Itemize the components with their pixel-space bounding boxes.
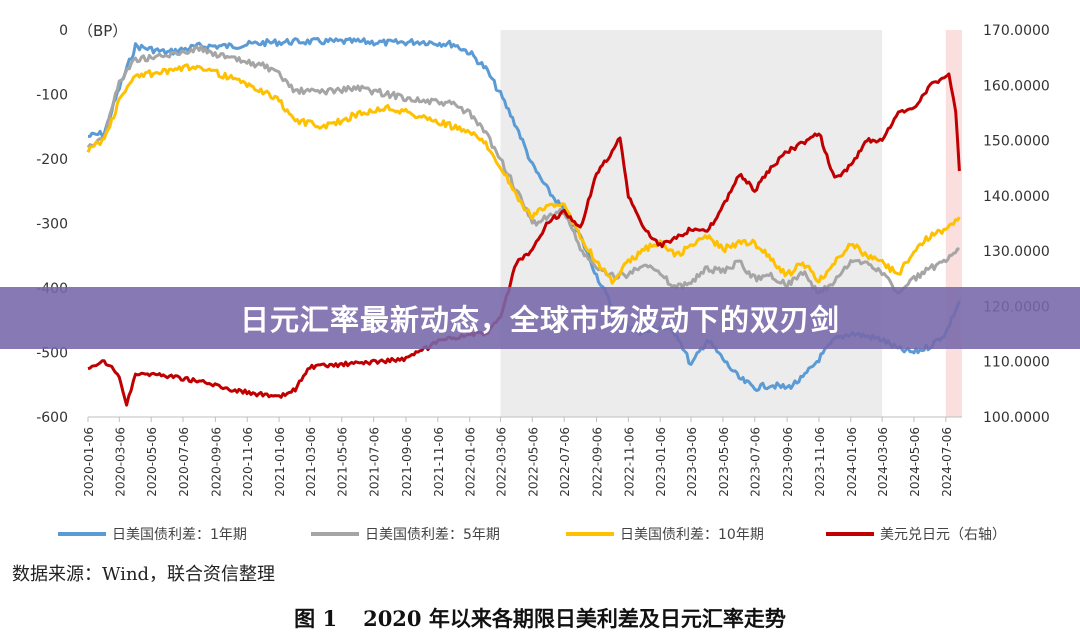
legend: 日美国债利差：1年期 日美国债利差：5年期 日美国债利差：10年期 美元兑日元（右轴） (58, 527, 1006, 543)
x-tick-label: 2022-11-06 (622, 427, 636, 497)
series-line (87, 72, 961, 407)
x-tick-label: 2021-07-06 (368, 427, 382, 497)
series-line (86, 63, 961, 285)
x-tick-label: 2023-11-06 (813, 427, 827, 497)
shaded-period (500, 30, 883, 417)
legend-label: 日美国债利差：1年期 (112, 527, 247, 543)
chart: （BP） 0-100-200-300-400-500-600 170.00001… (36, 22, 1050, 543)
x-tick-label: 2020-07-06 (177, 427, 191, 497)
right-tick-label: 100.0000 (983, 410, 1050, 426)
x-tick-label: 2023-01-06 (654, 427, 668, 497)
source-note: 数据来源：Wind，联合资信整理 (12, 564, 276, 585)
x-tick-label: 2020-11-06 (241, 427, 255, 497)
x-tick-label: 2022-05-06 (526, 427, 540, 497)
x-tick-label: 2023-03-06 (685, 427, 699, 497)
figure-number: 图 1 (294, 606, 338, 631)
x-tick-label: 2022-07-06 (558, 427, 572, 497)
right-tick-label: 160.0000 (983, 78, 1050, 94)
x-tick-label: 2021-05-06 (336, 427, 350, 497)
title-banner: 日元汇率最新动态，全球市场波动下的双刃剑 (0, 287, 1080, 349)
x-tick-label: 2023-09-06 (781, 427, 795, 497)
left-tick-label: 0 (59, 23, 68, 39)
right-tick-label: 110.0000 (983, 355, 1050, 371)
x-tick-label: 2020-01-06 (82, 427, 96, 497)
left-tick-label: -600 (36, 410, 68, 426)
x-tick-label: 2023-05-06 (717, 427, 731, 497)
x-tick-label: 2022-01-06 (464, 427, 478, 497)
left-tick-label: -200 (36, 152, 68, 168)
x-axis-ticks: 2020-01-06 2020-03-06 2020-05-06 2020-07-06… (82, 417, 954, 497)
figure-title: 2020 年以来各期限日美利差及日元汇率走势 (363, 606, 786, 631)
x-tick-label: 2021-11-06 (432, 427, 446, 497)
right-tick-label: 150.0000 (983, 134, 1050, 150)
left-axis-label: （BP） (78, 22, 127, 40)
right-tick-label: 130.0000 (983, 244, 1050, 260)
left-tick-label: -500 (36, 346, 68, 362)
x-tick-label: 2021-09-06 (400, 427, 414, 497)
series-line (88, 36, 961, 392)
left-tick-label: -300 (36, 217, 68, 233)
figure-caption: 图 1 2020 年以来各期限日美利差及日元汇率走势 (0, 603, 1080, 633)
x-tick-label: 2020-05-06 (145, 427, 159, 497)
right-axis-ticks: 170.0000 160.0000 150.0000 140.0000 130.0000… (983, 23, 1050, 426)
left-tick-label: -100 (36, 88, 68, 104)
right-tick-label: 140.0000 (983, 189, 1050, 205)
x-tick-label: 2022-03-06 (494, 427, 508, 497)
x-tick-label: 2024-05-06 (908, 427, 922, 497)
x-tick-label: 2021-01-06 (273, 427, 287, 497)
left-axis-ticks: 0-100-200-300-400-500-600 (36, 23, 68, 426)
legend-label: 美元兑日元（右轴） (880, 527, 1006, 543)
series-layer (86, 36, 961, 407)
x-tick-label: 2024-07-06 (940, 427, 954, 497)
legend-label: 日美国债利差：5年期 (365, 527, 500, 543)
x-tick-label: 2024-01-06 (845, 427, 859, 497)
x-tick-label: 2022-09-06 (591, 427, 605, 497)
right-tick-label: 170.0000 (983, 23, 1050, 39)
x-tick-label: 2020-09-06 (209, 427, 223, 497)
banner-title: 日元汇率最新动态，全球市场波动下的双刃剑 (239, 303, 840, 337)
legend-label: 日美国债利差：10年期 (620, 527, 764, 543)
x-tick-label: 2020-03-06 (113, 427, 127, 497)
x-tick-label: 2024-03-06 (876, 427, 890, 497)
x-tick-label: 2023-07-06 (749, 427, 763, 497)
x-tick-label: 2021-03-06 (304, 427, 318, 497)
